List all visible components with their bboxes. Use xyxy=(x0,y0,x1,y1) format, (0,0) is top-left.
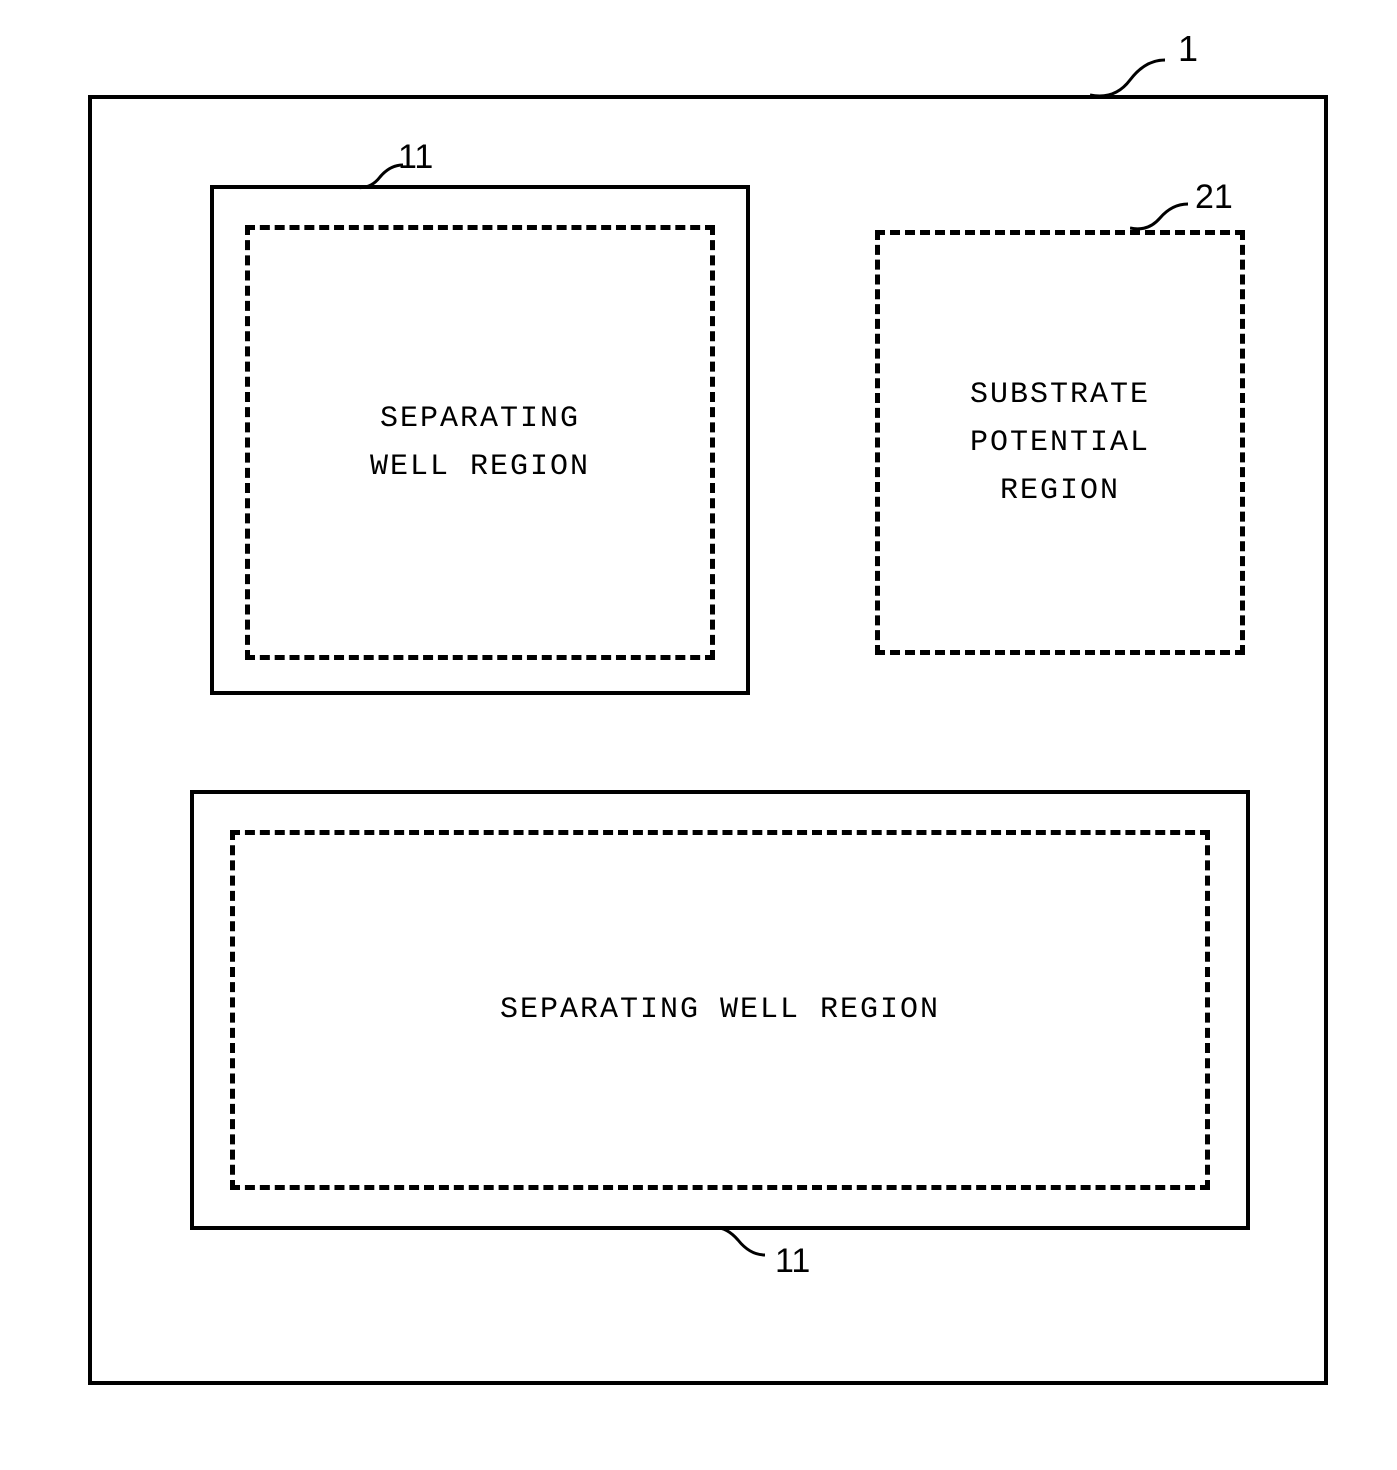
top-right-box: SUBSTRATE POTENTIAL REGION xyxy=(875,230,1245,655)
outer-box-ref: 1 xyxy=(1178,28,1198,70)
top-left-inner-box: SEPARATING WELL REGION xyxy=(245,225,715,660)
bottom-inner-box: SEPARATING WELL REGION xyxy=(230,830,1210,1190)
bottom-leader xyxy=(710,1225,765,1260)
top-right-leader xyxy=(1130,200,1188,232)
top-right-ref: 21 xyxy=(1195,178,1233,217)
diagram-canvas: 1 SEPARATING WELL REGION 11 SUBSTRATE PO… xyxy=(0,0,1397,1470)
outer-box-leader xyxy=(1090,55,1165,100)
top-left-ref: 11 xyxy=(398,138,433,177)
top-left-label: SEPARATING WELL REGION xyxy=(370,395,590,491)
bottom-label: SEPARATING WELL REGION xyxy=(500,986,940,1034)
top-left-leader xyxy=(355,162,403,190)
top-right-label: SUBSTRATE POTENTIAL REGION xyxy=(970,371,1150,515)
bottom-ref: 11 xyxy=(775,1242,810,1281)
